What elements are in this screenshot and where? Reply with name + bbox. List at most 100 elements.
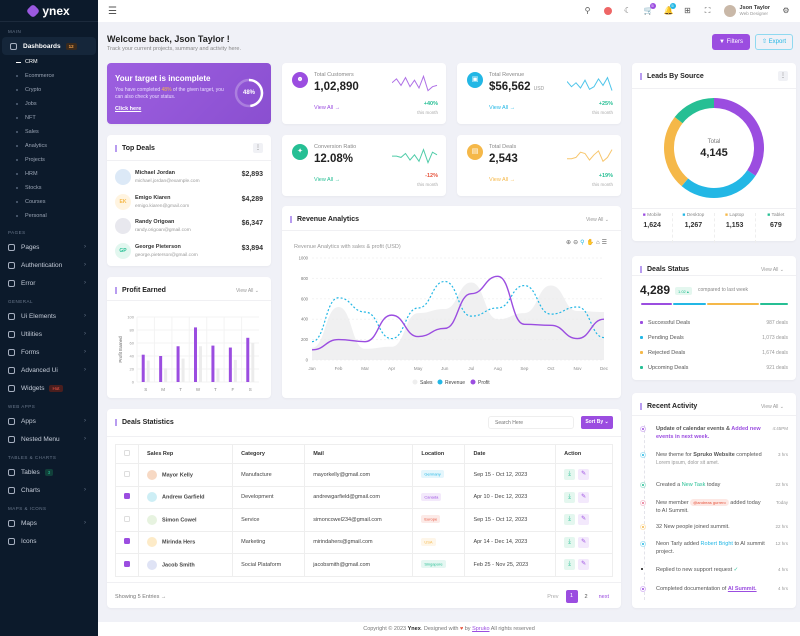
chart-menu-icon[interactable]: ☰ [601, 240, 609, 246]
flag-icon[interactable] [603, 7, 612, 15]
donut-total-label: Total [707, 139, 721, 145]
sidebar-subitem-personal[interactable]: Personal [0, 209, 98, 223]
sidebar-subitem-nft[interactable]: NFT [0, 111, 98, 125]
user-avatar[interactable] [723, 5, 736, 17]
pan-hand-icon[interactable]: ✋ [586, 240, 596, 246]
fullscreen-icon[interactable]: ⛶ [704, 6, 711, 15]
apps-grid-icon[interactable]: ⊞ [684, 6, 691, 15]
spruko-link[interactable]: Spruko [472, 626, 490, 632]
view-all-link[interactable]: View All → [314, 105, 341, 111]
download-icon[interactable]: ⤓ [564, 469, 576, 481]
sidebar-item-forms[interactable]: Forms › [0, 343, 98, 361]
sidebar-item-apps[interactable]: Apps › [0, 412, 98, 430]
top-deal-item[interactable]: Randy Origoan randy.origoan@gmail.com $6,3… [115, 218, 263, 240]
moon-icon[interactable]: ☾ [623, 6, 632, 15]
x-tick-label: W [196, 387, 201, 392]
edit-pencil-icon[interactable]: ✎ [578, 536, 590, 548]
zoom-select-icon[interactable]: ⚲ [580, 240, 587, 246]
row-checkbox[interactable] [124, 493, 130, 500]
download-icon[interactable]: ⤓ [564, 536, 576, 548]
target-click-here-link[interactable]: Click here [115, 106, 142, 112]
location-badge: Singapore [421, 560, 446, 569]
view-all-link[interactable]: View All → [314, 177, 341, 183]
sidebar-subitem-courses[interactable]: Courses [0, 195, 98, 209]
deals-search-input[interactable] [488, 416, 574, 429]
sidebar-subitem-projects[interactable]: Projects [0, 153, 98, 167]
row-checkbox[interactable] [124, 470, 130, 477]
row-checkbox[interactable] [124, 538, 130, 545]
prev-page-button[interactable]: Prev [547, 593, 559, 600]
sidebar-item-icons[interactable]: Icons [0, 532, 98, 550]
sidebar-item-error[interactable]: Error › [0, 274, 98, 292]
download-icon[interactable]: ⤓ [564, 491, 576, 503]
zoom-out-icon[interactable]: ⊖ [573, 240, 581, 246]
filters-button[interactable]: ▼ Filters [712, 34, 750, 50]
revenue-view-all[interactable]: View All ⌄ [585, 217, 609, 223]
sidebar-item-utilities[interactable]: Utilities › [0, 325, 98, 343]
mail-cell: simoncowel234@gmail.com [304, 508, 414, 532]
deal-count: 987 deals [766, 320, 788, 326]
edit-pencil-icon[interactable]: ✎ [578, 491, 590, 503]
chevron-right-icon: › [84, 487, 86, 493]
sidebar-item-ui-elements[interactable]: Ui Elements › [0, 307, 98, 325]
cart-icon[interactable]: 🛒 5 [643, 3, 656, 15]
sidebar-item-advanced-ui[interactable]: Advanced Ui › [0, 361, 98, 379]
profit-view-all[interactable]: View All ⌄ [235, 288, 259, 294]
sidebar-subitem-crm[interactable]: CRM [0, 55, 98, 69]
view-all-link[interactable]: View All → [489, 105, 516, 111]
top-deal-item[interactable]: Michael Jordan michael.jordan@example.com… [115, 169, 263, 191]
sidebar-subitem-stocks[interactable]: Stocks [0, 181, 98, 195]
edit-pencil-icon[interactable]: ✎ [578, 469, 590, 481]
page-1-button[interactable]: 1 [565, 590, 578, 603]
more-options-icon[interactable]: ⋮ [253, 143, 263, 153]
download-icon[interactable]: ⤓ [564, 514, 576, 526]
activity-view-all[interactable]: View All ⌄ [760, 404, 784, 410]
sidebar-item-label: Error [21, 279, 36, 287]
zoom-in-icon[interactable]: ⊕ [566, 240, 574, 246]
row-checkbox[interactable] [124, 515, 130, 522]
sidebar-item-dashboards[interactable]: Dashboards 12 [2, 37, 96, 55]
sidebar-item-widgets[interactable]: Widgets Hot [0, 379, 98, 397]
page-2-button[interactable]: 2 [584, 593, 588, 600]
sidebar-item-nested-menu[interactable]: Nested Menu › [0, 430, 98, 448]
download-icon[interactable]: ⤓ [564, 559, 576, 571]
edit-pencil-icon[interactable]: ✎ [578, 559, 590, 571]
bar-secondary [251, 343, 255, 382]
search-icon[interactable]: ⚲ [584, 6, 591, 15]
next-page-button[interactable]: next [598, 593, 609, 600]
sidebar-item-authentication[interactable]: Authentication › [0, 256, 98, 274]
bell-icon[interactable]: 🔔 5 [663, 3, 676, 15]
sidebar-item-tables[interactable]: Tables 3 [0, 463, 98, 481]
action-cell: ⤓ ✎ [555, 508, 613, 532]
sidebar-item-label: Charts [21, 486, 41, 494]
brand-logo[interactable]: ynex [0, 0, 98, 22]
sidebar-subitem-analytics[interactable]: Analytics [0, 139, 98, 153]
sidebar-subitem-ecommerce[interactable]: Ecommerce [0, 69, 98, 83]
filters-label: Filters [726, 39, 743, 45]
sort-by-button[interactable]: Sort By ⌄ [581, 416, 613, 429]
deal-status-row: Successful Deals 987 deals [640, 320, 788, 326]
more-options-icon[interactable]: ⋮ [778, 71, 788, 81]
stat-card-total-revenue: ▣ Total Revenue $56,562 USD View All → +25% th… [457, 63, 621, 124]
top-deal-item[interactable]: GP George Pieterson george.pieterson@gmail… [115, 242, 263, 265]
row-checkbox[interactable] [124, 560, 130, 567]
deals-status-view-all[interactable]: View All ⌄ [760, 267, 784, 273]
x-tick-label: Sep [520, 366, 529, 371]
user-profile[interactable]: Json Taylor Web Designer [740, 5, 770, 17]
view-all-link[interactable]: View All → [489, 177, 516, 183]
sidebar-item-maps[interactable]: Maps › [0, 514, 98, 532]
reset-home-icon[interactable]: ⌂ [595, 240, 602, 246]
sidebar-subitem-crypto[interactable]: Crypto [0, 83, 98, 97]
sidebar-item-charts[interactable]: Charts › [0, 481, 98, 499]
sidebar-subitem-jobs[interactable]: Jobs [0, 97, 98, 111]
sidebar-subitem-sales[interactable]: Sales [0, 125, 98, 139]
top-deal-item[interactable]: EK Emigo Kiaren emigo.kiaren@gmail.com $4,2… [115, 193, 263, 216]
edit-pencil-icon[interactable]: ✎ [578, 514, 590, 526]
select-all-checkbox[interactable] [115, 444, 139, 464]
export-button[interactable]: ⇧ Export [755, 34, 793, 50]
settings-gear-icon[interactable]: ⚙ [782, 6, 790, 15]
sidebar-item-pages[interactable]: Pages › [0, 238, 98, 256]
menu-toggle-icon[interactable]: ☰ [108, 5, 117, 17]
sidebar-subitem-hrm[interactable]: HRM [0, 167, 98, 181]
legend-marker [470, 379, 476, 385]
